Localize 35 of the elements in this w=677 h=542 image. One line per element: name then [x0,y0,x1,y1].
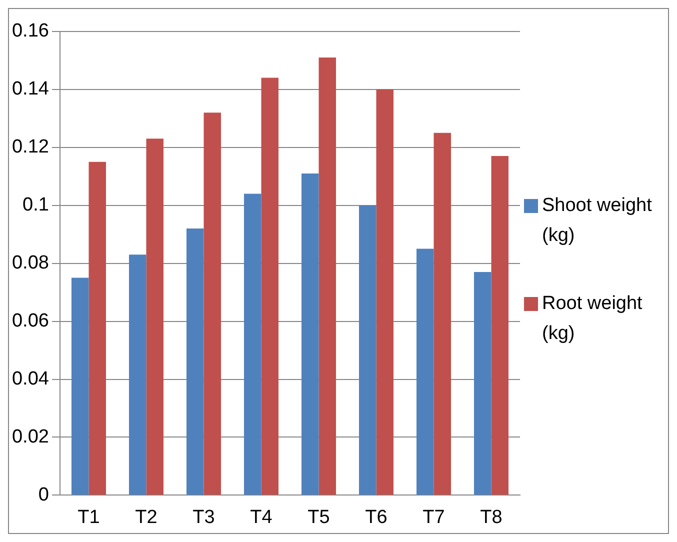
bar [301,173,319,495]
bar [88,162,106,495]
bar [376,89,394,495]
x-tick-label: T1 [78,506,100,528]
bar [186,228,204,495]
bar [261,78,278,495]
y-tick-label: 0.16 [12,20,49,42]
bar [128,254,146,495]
bar [434,132,451,495]
y-tick-label: 0.02 [12,426,49,448]
legend-label: Shoot weight (kg) [542,194,653,248]
y-tick-label: 0.04 [12,368,50,390]
y-tick-label: 0 [38,484,49,506]
x-tick-label: T6 [365,506,388,528]
bar [474,272,492,495]
x-tick-label: T5 [308,506,330,528]
x-tick-label: T4 [250,506,273,528]
y-tick-label: 0.12 [12,136,49,158]
legend-label: Root weight (kg) [542,292,644,346]
y-tick-label: 0.14 [12,78,50,100]
bar [318,57,336,495]
bar [146,138,164,495]
bar [244,194,262,495]
bar [204,112,221,495]
x-tick-label: T2 [135,506,158,528]
x-tick-label: T8 [480,506,502,528]
bar [416,248,434,495]
bar [71,278,89,495]
bar [491,156,508,495]
y-tick-label: 0.08 [12,252,49,274]
bar [358,205,376,495]
y-tick-label: 0.06 [12,310,49,332]
x-tick-label: T3 [192,506,215,528]
x-tick-label: T7 [422,506,445,528]
y-tick-label: 0.1 [22,194,49,216]
